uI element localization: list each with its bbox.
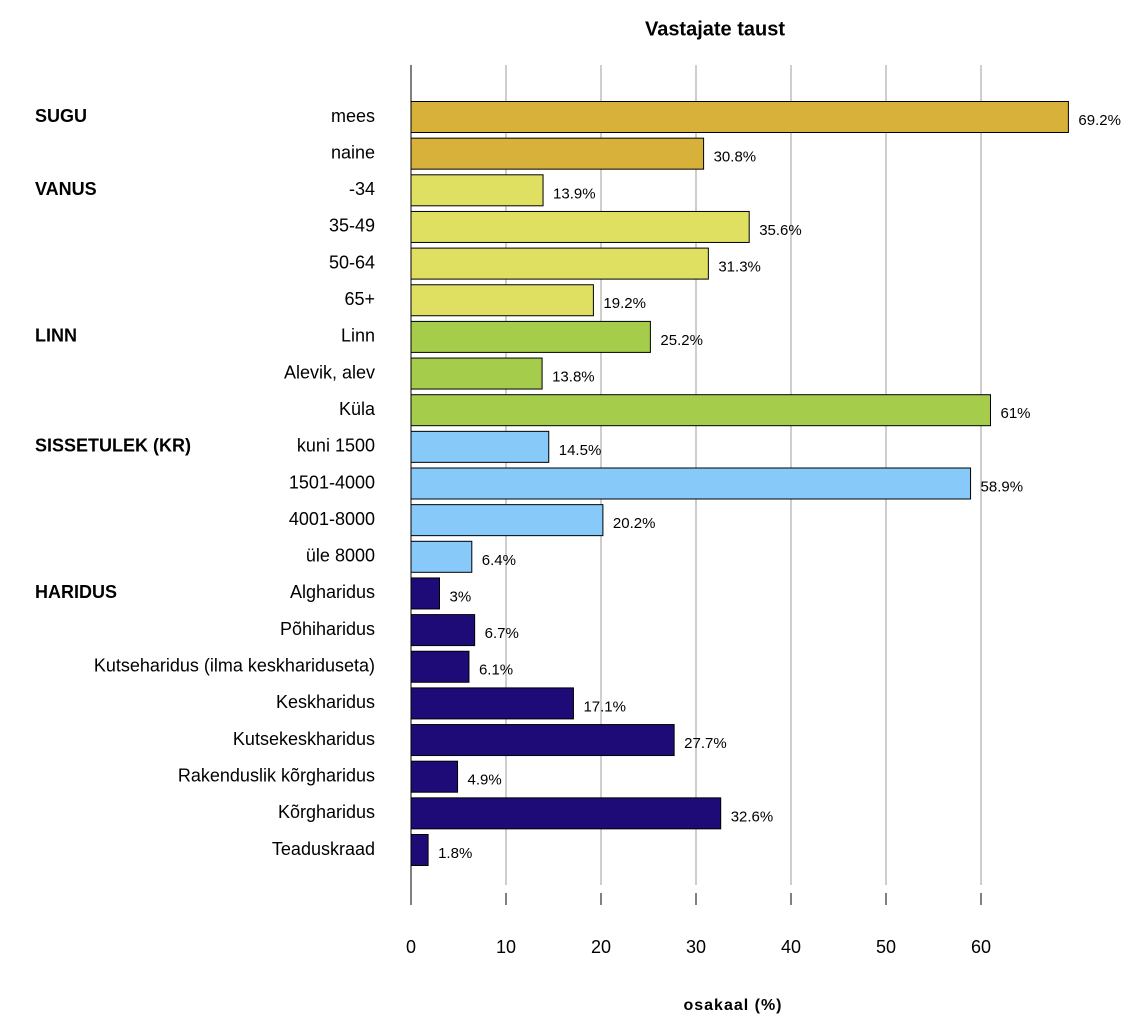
bar [410,467,972,500]
bar [410,760,459,793]
y-tick-label: naine [331,142,375,162]
group-label: SISSETULEK (KR) [35,436,191,456]
value-label: 30.8% [714,149,757,166]
bar [410,430,550,463]
group-label: LINN [35,326,77,346]
y-tick-label: 4001-8000 [289,509,375,529]
value-label: 58.9% [981,478,1024,495]
y-tick-label: Kutseharidus (ilma keskhariduseta) [94,656,375,676]
y-tick-label: 65+ [344,289,375,309]
bar [410,650,470,683]
value-label: 13.9% [553,185,596,202]
bar [410,284,594,317]
y-tick-label: 1501-4000 [289,472,375,492]
y-tick-label: Rakenduslik kõrgharidus [178,765,375,785]
bar [410,247,709,280]
value-label: 31.3% [718,259,761,276]
y-tick-label: Kutsekeskharidus [233,729,375,749]
value-label: 1.8% [438,845,472,862]
x-axis-label: osakaal (%) [683,997,782,1014]
y-tick-label: Alevik, alev [284,362,375,382]
value-label: 6.7% [485,625,519,642]
value-label: 32.6% [731,808,774,825]
value-label: 13.8% [552,369,595,386]
y-tick-label: mees [331,106,375,126]
value-label: 69.2% [1078,112,1121,129]
bar [410,540,473,573]
y-tick-label: -34 [349,179,375,199]
bar [410,101,1069,133]
x-tick-label: 60 [971,937,991,957]
bar [410,137,705,170]
bar [410,577,440,610]
x-tick-label: 50 [876,937,896,957]
value-label: 14.5% [559,442,602,459]
bar [410,614,476,647]
value-label: 19.2% [603,295,646,312]
y-tick-label: Kõrgharidus [278,802,375,822]
bar [410,320,651,353]
x-tick-label: 20 [591,937,611,957]
y-tick-label: Küla [339,399,376,419]
x-tick-label: 0 [406,937,416,957]
value-label: 6.1% [479,662,513,679]
value-label: 4.9% [468,772,502,789]
group-label: HARIDUS [35,582,117,602]
value-label: 61% [1001,405,1031,422]
x-tick-label: 30 [686,937,706,957]
bar [410,504,604,537]
bar [410,174,544,207]
y-tick-label: 50-64 [329,252,375,272]
y-tick-label: kuni 1500 [297,436,375,456]
chart-title: Vastajate taust [645,18,785,40]
y-tick-label: Linn [341,326,375,346]
value-label: 25.2% [660,332,703,349]
value-label: 17.1% [583,698,626,715]
x-tick-label: 10 [496,937,516,957]
value-label: 20.2% [613,515,656,532]
x-tick-label: 40 [781,937,801,957]
y-tick-label: Algharidus [290,582,375,602]
y-tick-label: Teaduskraad [272,839,375,859]
value-label: 27.7% [684,735,727,752]
bar [410,394,991,427]
group-label: SUGU [35,106,87,126]
y-tick-label: Keskharidus [276,692,375,712]
bar [410,724,675,757]
bar [410,687,574,720]
y-tick-label: üle 8000 [306,546,375,566]
bar [410,834,429,866]
bar [410,210,750,243]
group-label: VANUS [35,179,97,199]
value-label: 3% [450,588,472,605]
y-tick-label: 35-49 [329,216,375,236]
value-label: 35.6% [759,222,802,239]
y-tick-label: Põhiharidus [280,619,375,639]
bar [410,797,722,830]
value-label: 6.4% [482,552,516,569]
bar [410,357,543,390]
